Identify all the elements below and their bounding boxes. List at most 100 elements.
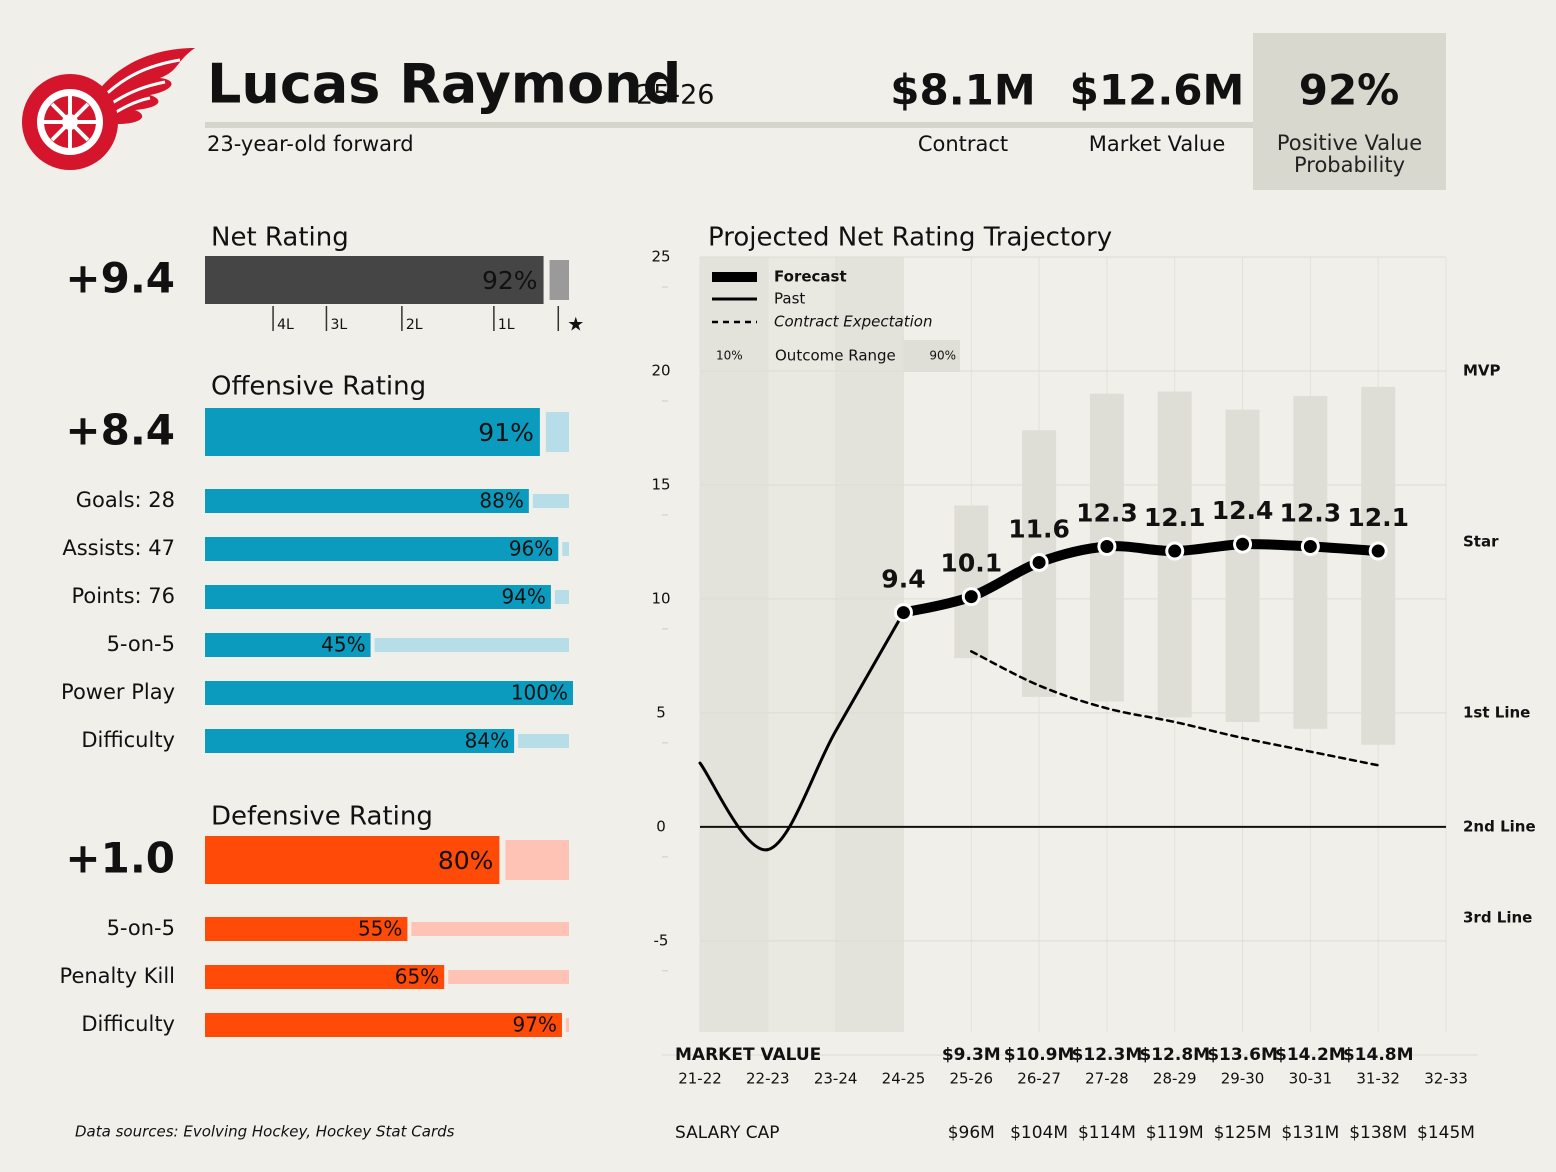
row-label: MARKET VALUE: [675, 1045, 821, 1065]
component-bar-label: 65%: [395, 965, 439, 989]
component-label: Assists: 47: [62, 536, 175, 560]
tier-label: MVP: [1463, 361, 1501, 379]
market-value: $13.6M: [1207, 1045, 1278, 1065]
x-tick-label: 31-32: [1356, 1070, 1400, 1088]
x-tick-label: 30-31: [1289, 1070, 1333, 1088]
y-tick-label: 20: [651, 361, 670, 379]
rating-bar: [205, 836, 500, 884]
component-bar: [205, 965, 445, 989]
rating-bar-rest: [549, 260, 569, 300]
component-bar: [205, 489, 529, 513]
tier-tick-label: 1L: [498, 317, 515, 333]
chart-title: Projected Net Rating Trajectory: [708, 223, 1112, 253]
x-tick-label: 27-28: [1085, 1070, 1129, 1088]
component-label: Difficulty: [81, 1012, 175, 1036]
tier-tick-label: ★: [567, 314, 584, 336]
component-bar-label: 45%: [321, 633, 365, 657]
salary-cap: $104M: [1010, 1123, 1068, 1143]
salary-cap: $145M: [1417, 1123, 1475, 1143]
tier-tick-label: 2L: [406, 317, 423, 333]
y-tick-label: 15: [651, 475, 670, 493]
component-bar-rest: [565, 1018, 569, 1032]
stat-value: $8.1M: [890, 66, 1035, 115]
highlight-box: [1253, 33, 1446, 190]
tier-tick-label: 3L: [330, 317, 347, 333]
tier-label: 1st Line: [1463, 703, 1530, 721]
player-name: Lucas Raymond: [207, 53, 681, 116]
forecast-point: [1097, 536, 1117, 556]
rating-bar-rest: [505, 840, 569, 880]
legend-label: Past: [774, 290, 805, 308]
market-value: $9.3M: [942, 1045, 1001, 1065]
x-tick-label: 26-27: [1017, 1070, 1061, 1088]
salary-cap: $114M: [1078, 1123, 1136, 1143]
x-tick-label: 25-26: [949, 1070, 993, 1088]
component-bar: [205, 537, 559, 561]
rating-bar: [205, 256, 544, 304]
team-logo: [22, 48, 195, 170]
tier-label: 2nd Line: [1463, 817, 1536, 835]
forecast-point: [961, 587, 981, 607]
outcome-range: [1225, 409, 1260, 722]
component-bar-label: 84%: [465, 729, 509, 753]
forecast-point: [1300, 536, 1320, 556]
x-tick-label: 23-24: [814, 1070, 858, 1088]
market-value: $10.9M: [1004, 1045, 1075, 1065]
forecast-point: [1029, 552, 1049, 572]
forecast-point: [893, 603, 913, 623]
rating-bar-label: 80%: [438, 846, 494, 875]
component-label: Points: 76: [71, 584, 175, 608]
market-value: $14.8M: [1343, 1045, 1414, 1065]
outcome-range: [1361, 386, 1396, 745]
component-bar-label: 94%: [501, 585, 545, 609]
x-tick-label: 21-22: [678, 1070, 722, 1088]
forecast-label: 9.4: [881, 565, 925, 594]
component-bar-label: 96%: [509, 537, 553, 561]
y-tick-label: 10: [651, 589, 670, 607]
forecast-label: 10.1: [940, 549, 1002, 578]
rating-title: Defensive Rating: [211, 802, 433, 832]
y-tick-label: 0: [656, 817, 666, 835]
outcome-range: [954, 505, 989, 659]
component-bar: [205, 729, 515, 753]
season: 25-26: [636, 80, 714, 111]
component-bar-label: 88%: [479, 489, 523, 513]
forecast-label: 12.3: [1076, 498, 1138, 527]
footer-source: Data sources: Evolving Hockey, Hockey St…: [75, 1123, 455, 1141]
stat-label: Market Value: [1089, 132, 1226, 156]
rating-bar: [205, 408, 540, 456]
market-value: $14.2M: [1275, 1045, 1346, 1065]
series-line: [970, 650, 1380, 767]
salary-cap: $96M: [948, 1123, 995, 1143]
series-line: [698, 611, 905, 852]
component-label: Difficulty: [81, 728, 175, 752]
component-label: 5-on-5: [107, 916, 175, 940]
y-tick-label: 25: [651, 248, 670, 266]
rating-title: Offensive Rating: [211, 372, 426, 402]
forecast-point: [1233, 534, 1253, 554]
component-label: 5-on-5: [107, 632, 175, 656]
logo-center: [62, 114, 78, 130]
market-value: $12.8M: [1139, 1045, 1210, 1065]
rating-bar-label: 92%: [482, 266, 538, 295]
rating-value: +8.4: [65, 406, 175, 455]
past-shade: [700, 257, 768, 1032]
stat-value: 92%: [1299, 66, 1400, 115]
stat-label: Positive Value Probability: [1276, 131, 1423, 177]
forecast-label: 12.4: [1212, 496, 1274, 525]
component-bar: [205, 633, 371, 657]
component-bar-rest: [448, 970, 569, 984]
x-tick-label: 32-33: [1424, 1070, 1468, 1088]
rating-title: Net Rating: [211, 223, 349, 253]
salary-cap: $125M: [1214, 1123, 1272, 1143]
component-bar-rest: [374, 638, 569, 652]
component-bar-rest: [532, 494, 569, 508]
market-value: $12.3M: [1072, 1045, 1143, 1065]
forecast-label: 12.1: [1144, 503, 1206, 532]
tier-label: Star: [1463, 532, 1499, 550]
past-shade: [767, 257, 836, 1032]
rating-bar-label: 91%: [478, 418, 534, 447]
forecast-label: 12.1: [1347, 503, 1409, 532]
tier-label: 3rd Line: [1463, 909, 1532, 927]
